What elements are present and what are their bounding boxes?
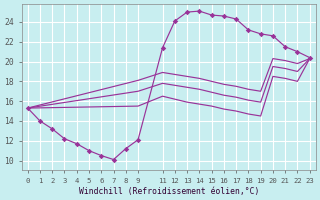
- X-axis label: Windchill (Refroidissement éolien,°C): Windchill (Refroidissement éolien,°C): [78, 187, 259, 196]
